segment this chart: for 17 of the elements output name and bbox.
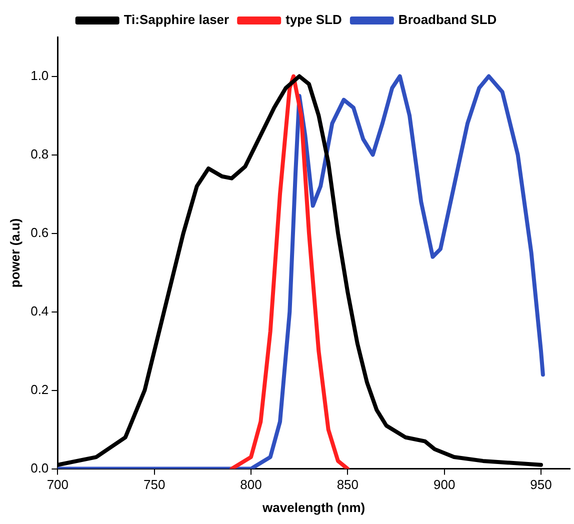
x-tick-label: 950: [530, 477, 552, 492]
x-axis-title: wavelength (nm): [262, 500, 366, 515]
y-tick-label: 0.2: [30, 382, 49, 397]
y-tick-label: 0.0: [30, 460, 49, 476]
x-tick-label: 850: [336, 477, 359, 492]
y-tick-label: 0.8: [30, 146, 49, 162]
y-tick-label: 1.0: [30, 68, 49, 83]
x-tick-label: 700: [46, 477, 69, 492]
x-tick-label: 800: [240, 477, 262, 492]
legend-label: Ti:Sapphire laser: [124, 12, 230, 28]
x-tick-label: 750: [143, 477, 166, 492]
y-axis-title: power (a.u): [7, 218, 22, 288]
y-tick-label: 0.6: [30, 224, 49, 240]
x-tick-label: 900: [433, 477, 456, 492]
legend-label: Broadband SLD: [398, 12, 497, 28]
legend-label: type SLD: [286, 12, 342, 28]
y-tick-label: 0.4: [30, 303, 49, 318]
